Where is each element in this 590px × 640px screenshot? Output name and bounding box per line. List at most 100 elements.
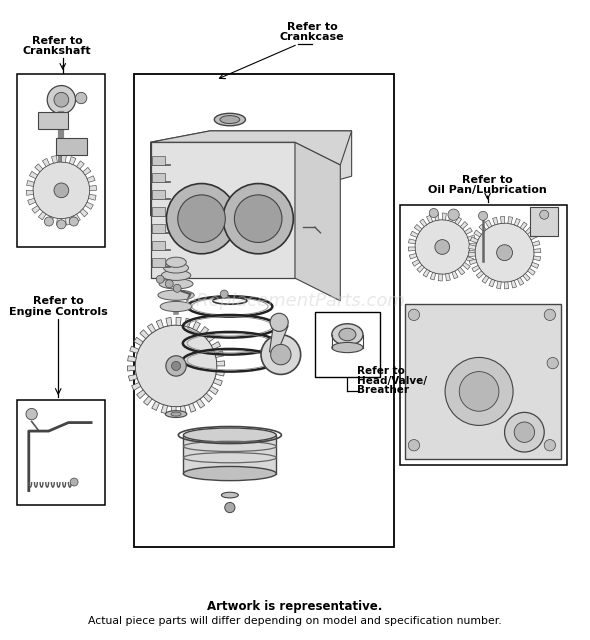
Polygon shape: [204, 393, 212, 402]
Polygon shape: [458, 268, 465, 275]
Polygon shape: [466, 257, 474, 263]
Ellipse shape: [332, 324, 363, 345]
Ellipse shape: [166, 257, 186, 268]
Polygon shape: [80, 209, 88, 217]
Circle shape: [223, 184, 293, 254]
Polygon shape: [460, 221, 468, 229]
Circle shape: [54, 183, 68, 198]
Ellipse shape: [161, 270, 191, 280]
Circle shape: [44, 217, 54, 226]
Polygon shape: [127, 366, 136, 371]
Text: Engine Controls: Engine Controls: [9, 307, 107, 317]
Polygon shape: [419, 219, 427, 227]
Circle shape: [178, 195, 225, 243]
Circle shape: [76, 92, 87, 104]
Polygon shape: [525, 227, 533, 234]
Polygon shape: [479, 224, 486, 232]
Ellipse shape: [171, 412, 181, 416]
Polygon shape: [469, 259, 477, 264]
Polygon shape: [412, 260, 420, 266]
Ellipse shape: [220, 116, 240, 124]
Polygon shape: [504, 282, 509, 289]
Polygon shape: [26, 190, 33, 195]
Polygon shape: [166, 317, 172, 326]
Polygon shape: [452, 271, 458, 279]
Text: Refer to: Refer to: [462, 175, 513, 185]
Polygon shape: [42, 159, 50, 166]
Polygon shape: [70, 157, 76, 164]
Polygon shape: [508, 216, 513, 224]
Polygon shape: [514, 218, 520, 226]
Polygon shape: [520, 222, 527, 230]
Circle shape: [475, 223, 534, 282]
Polygon shape: [61, 156, 66, 163]
Ellipse shape: [339, 328, 356, 340]
Circle shape: [47, 86, 76, 114]
Polygon shape: [442, 213, 447, 220]
Polygon shape: [295, 142, 340, 301]
Polygon shape: [87, 176, 95, 182]
Polygon shape: [55, 138, 87, 155]
Polygon shape: [465, 228, 473, 234]
Polygon shape: [130, 346, 139, 353]
Ellipse shape: [163, 263, 189, 273]
Circle shape: [261, 335, 301, 374]
Polygon shape: [511, 280, 516, 288]
Circle shape: [57, 220, 66, 229]
Circle shape: [448, 209, 459, 220]
Polygon shape: [152, 401, 159, 410]
Polygon shape: [445, 273, 450, 281]
Polygon shape: [405, 303, 561, 460]
Polygon shape: [472, 266, 480, 272]
Polygon shape: [152, 156, 165, 165]
Circle shape: [270, 313, 288, 332]
Polygon shape: [143, 396, 152, 405]
Polygon shape: [476, 271, 484, 278]
Polygon shape: [468, 250, 476, 255]
Polygon shape: [486, 220, 492, 228]
Polygon shape: [83, 167, 91, 175]
Polygon shape: [38, 112, 68, 129]
Polygon shape: [468, 244, 476, 250]
Polygon shape: [51, 156, 57, 163]
Circle shape: [445, 357, 513, 426]
Text: Crankcase: Crankcase: [280, 32, 345, 42]
Text: Breather: Breather: [358, 385, 409, 395]
Circle shape: [408, 309, 419, 321]
Polygon shape: [127, 356, 136, 362]
Polygon shape: [529, 234, 537, 240]
Polygon shape: [463, 262, 470, 269]
Polygon shape: [474, 230, 481, 237]
Circle shape: [135, 325, 217, 406]
Polygon shape: [73, 214, 80, 222]
Circle shape: [172, 362, 181, 371]
Polygon shape: [215, 351, 224, 358]
Circle shape: [33, 162, 90, 219]
Polygon shape: [152, 259, 165, 267]
Text: Refer to: Refer to: [358, 366, 405, 376]
Polygon shape: [196, 399, 205, 408]
Bar: [315, 312, 380, 377]
Ellipse shape: [158, 290, 194, 300]
Polygon shape: [85, 202, 93, 209]
Polygon shape: [152, 225, 165, 233]
Polygon shape: [150, 131, 210, 216]
Polygon shape: [497, 282, 502, 289]
Polygon shape: [209, 387, 218, 395]
Circle shape: [234, 195, 282, 243]
Circle shape: [166, 356, 186, 376]
Circle shape: [459, 372, 499, 412]
Polygon shape: [30, 172, 38, 179]
Circle shape: [408, 440, 419, 451]
Polygon shape: [482, 276, 489, 284]
Polygon shape: [408, 247, 415, 251]
Polygon shape: [171, 406, 176, 415]
Ellipse shape: [214, 113, 245, 126]
Polygon shape: [449, 214, 454, 221]
Polygon shape: [489, 279, 495, 287]
Text: Oil Pan/Lubrication: Oil Pan/Lubrication: [428, 185, 547, 195]
Ellipse shape: [183, 467, 276, 481]
Circle shape: [26, 408, 37, 420]
Polygon shape: [150, 131, 352, 165]
Polygon shape: [152, 241, 165, 250]
